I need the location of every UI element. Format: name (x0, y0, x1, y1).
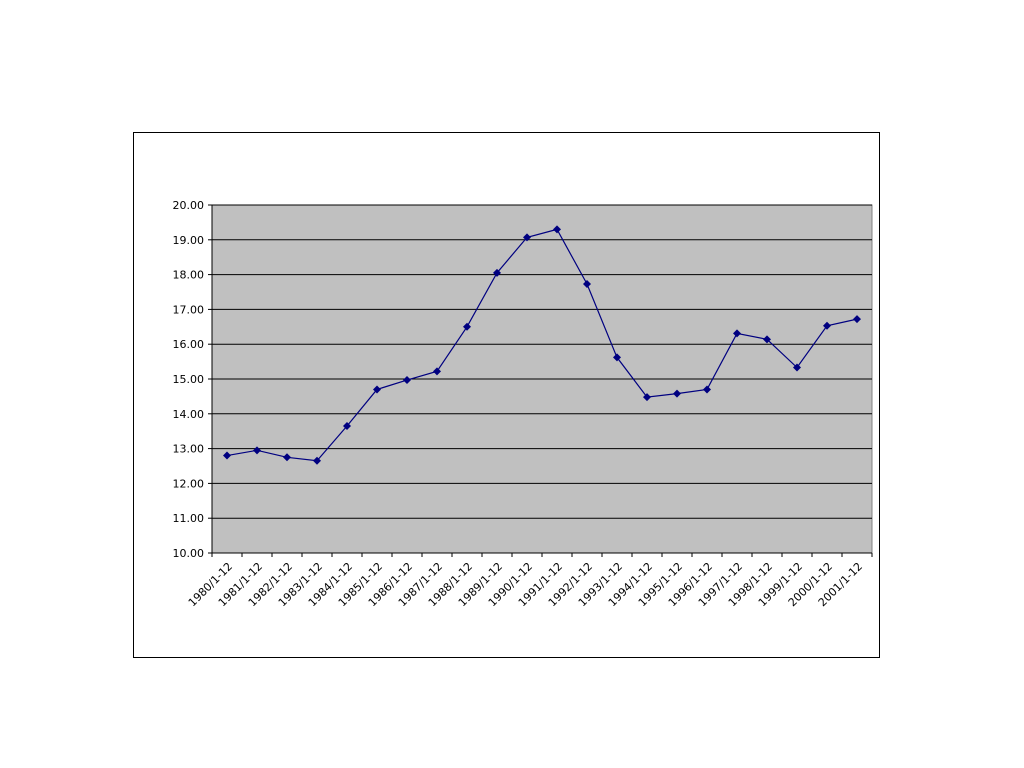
y-tick-label: 17.00 (173, 303, 205, 316)
data-point (313, 456, 321, 465)
data-point (823, 321, 831, 330)
data-point (853, 315, 861, 324)
data-point (583, 279, 591, 288)
y-tick-label: 20.00 (173, 199, 205, 212)
data-point (283, 453, 291, 462)
chart-frame: 10.00 11.00 12.00 13.00 14.00 15.00 16.00 17.00… (133, 132, 880, 658)
data-point (223, 451, 231, 460)
y-tick-label: 18.00 (173, 269, 205, 282)
data-point (493, 268, 501, 277)
data-point (673, 389, 681, 398)
data-point (373, 385, 381, 394)
y-tick-label: 16.00 (173, 338, 205, 351)
data-point (613, 353, 621, 362)
data-point (733, 329, 741, 338)
data-point (703, 385, 711, 394)
data-point (793, 363, 801, 372)
data-point (763, 335, 771, 344)
y-tick-label: 15.00 (173, 373, 205, 386)
y-tick-label: 10.00 (173, 547, 205, 560)
data-point (523, 233, 531, 242)
data-point (463, 322, 471, 331)
y-tick-label: 13.00 (173, 443, 205, 456)
plot-area: 10.00 11.00 12.00 13.00 14.00 15.00 16.00 17.00… (173, 199, 873, 609)
y-tick-label: 14.00 (173, 408, 205, 421)
data-point (403, 376, 411, 385)
data-point (643, 393, 651, 402)
data-point (253, 446, 261, 455)
y-tick-label: 12.00 (173, 477, 205, 490)
data-point (343, 421, 351, 430)
data-point (553, 225, 561, 234)
y-tick-label: 19.00 (173, 234, 205, 247)
data-point (433, 367, 441, 376)
line-chart: 10.00 11.00 12.00 13.00 14.00 15.00 16.00 17.00… (173, 199, 873, 609)
y-tick-label: 11.00 (173, 512, 205, 525)
series-line (226, 228, 858, 462)
